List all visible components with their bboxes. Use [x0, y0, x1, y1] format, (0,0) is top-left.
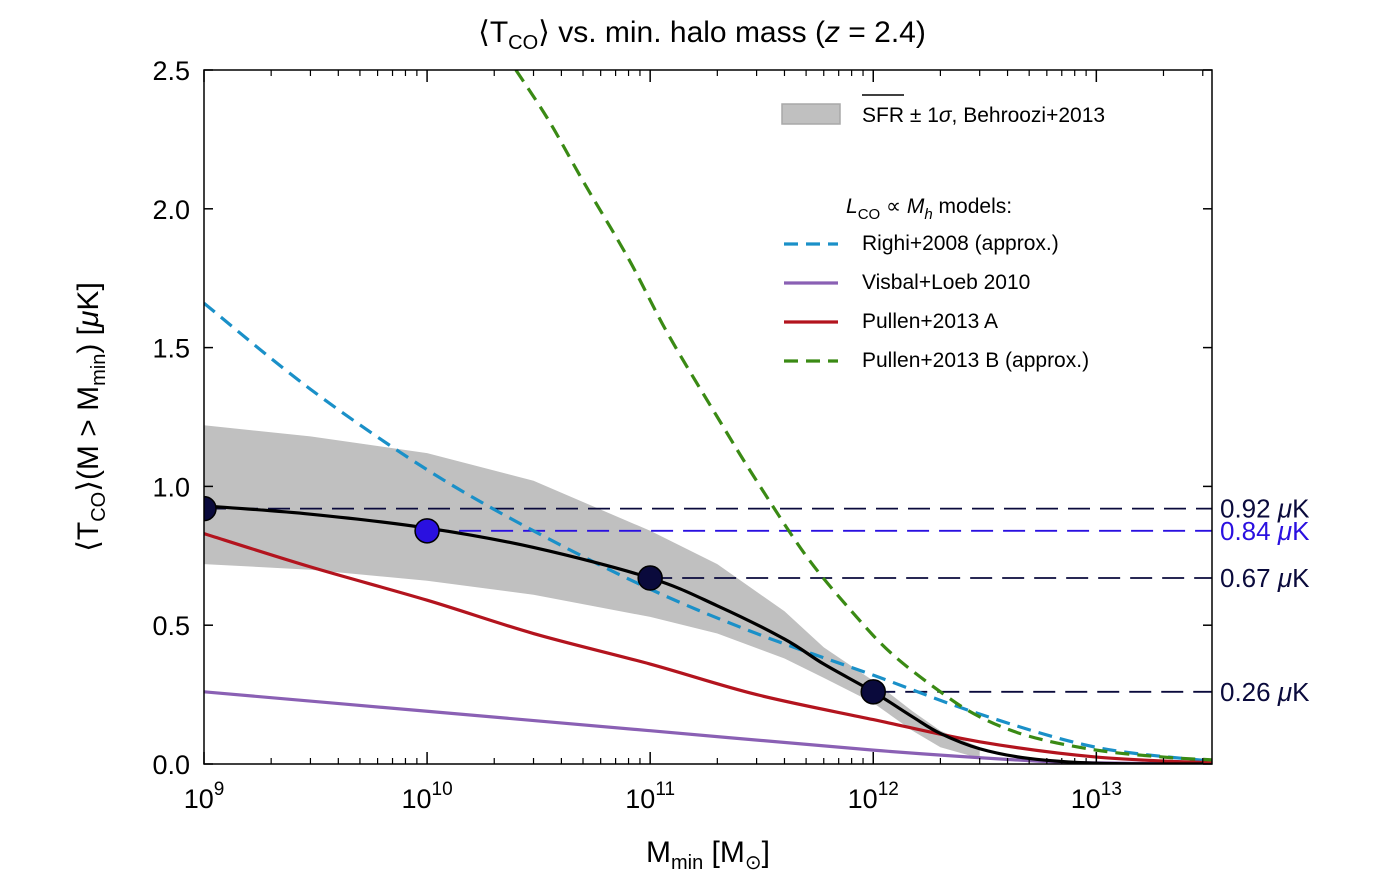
reference-line-labels: 0.92 μK0.84 μK 0.67 μK 0.26 μK	[1220, 494, 1310, 707]
legend-label-righi-2008-approx: Righi+2008 (approx.)	[862, 232, 1059, 255]
y-tick-label-2: 1.0	[152, 472, 190, 502]
y-tick-label-0: 0.0	[152, 750, 190, 780]
series-line-pullen-2013-b-approx	[514, 70, 1212, 762]
y-tick-label-4: 2.0	[152, 195, 190, 225]
data-point-2	[637, 565, 663, 591]
legend: SFR ± 1σ, Behroozi+2013 LCO ∝ Mh models:…	[781, 94, 1105, 372]
legend-entries: Righi+2008 (approx.) Visbal+Loeb 2010 Pull…	[784, 232, 1089, 372]
x-tick-label-3: 1012	[848, 779, 899, 814]
data-point-3	[860, 679, 886, 705]
reference-line-label-2: 0.67 μK	[1220, 563, 1310, 593]
legend-models-header: LCO ∝ Mh models:	[846, 195, 1012, 223]
x-tick-label-0: 109	[184, 779, 225, 814]
x-tick-label-1: 1010	[401, 779, 452, 814]
y-axis-title: ⟨TCO⟩(M > Mmin) [μK]	[72, 282, 110, 552]
legend-band-swatch	[781, 103, 841, 125]
y-tick-label-5: 2.5	[152, 56, 190, 86]
data-point-1	[414, 518, 440, 544]
axes-frame	[203, 69, 1213, 765]
legend-label-pullen-2013-b-approx: Pullen+2013 B (approx.)	[862, 349, 1089, 372]
x-tick-label-2: 1011	[625, 779, 675, 814]
series-line-righi-2008-approx	[204, 301, 1212, 763]
reference-line-label-3: 0.26 μK	[1220, 677, 1310, 707]
plot-area	[204, 70, 1212, 764]
chart-title: ⟨TCO⟩ vs. min. halo mass (z = 2.4)	[478, 16, 926, 54]
legend-band-label: SFR ± 1σ, Behroozi+2013	[862, 104, 1105, 127]
reference-line-label-0: 0.92 μK	[1220, 494, 1310, 524]
x-tick-label-4: 1013	[1071, 779, 1122, 814]
sfr-band	[204, 425, 980, 759]
data-point-0	[204, 495, 217, 522]
y-tick-label-3: 1.5	[152, 334, 190, 364]
x-axis-title: Mmin [M⊙]	[646, 836, 770, 874]
series-line-pullen-2013-a	[204, 532, 1212, 764]
legend-label-visbal-loeb-2010: Visbal+Loeb 2010	[862, 271, 1030, 294]
y-tick-label-1: 0.5	[152, 611, 190, 641]
axis-ticks: 0.0 0.5 1.0 1.5 2.0 2.5 109 1010 1011 1012 1013	[152, 56, 1212, 814]
legend-label-pullen-2013-a: Pullen+2013 A	[862, 310, 998, 333]
reference-line-label-1: 0.84 μK	[1220, 516, 1310, 546]
